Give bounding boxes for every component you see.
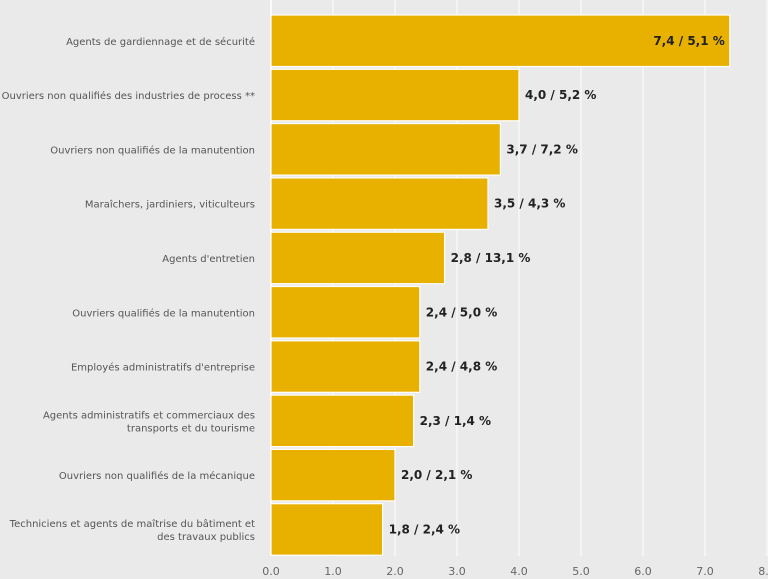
category-label: Ouvriers non qualifiés de la mécanique xyxy=(59,470,255,482)
category-label: Employés administratifs d'entreprise xyxy=(71,362,255,374)
bar xyxy=(270,394,415,448)
x-tick-label: 2.0 xyxy=(386,565,404,578)
bar xyxy=(270,503,384,556)
bar xyxy=(270,448,396,502)
data-label: 2,4 / 4,8 % xyxy=(426,360,497,374)
data-label: 2,4 / 5,0 % xyxy=(426,305,497,319)
bar xyxy=(270,122,501,176)
x-tick-label: 7.0 xyxy=(696,565,714,578)
category-label: Agents de gardiennage et de sécurité xyxy=(66,36,255,48)
x-tick-label: 0.0 xyxy=(262,565,280,578)
category-label: des travaux publics xyxy=(157,532,255,543)
data-label: 2,8 / 13,1 % xyxy=(451,251,531,265)
category-label: Agents d'entretien xyxy=(162,254,255,265)
x-tick-label: 5.0 xyxy=(572,565,590,578)
category-label: Maraîchers, jardiniers, viticulteurs xyxy=(85,199,255,211)
bar xyxy=(270,231,446,285)
bar xyxy=(270,177,489,230)
category-label: Ouvriers non qualifiés de la manutention xyxy=(50,144,255,156)
x-tick-label: 3.0 xyxy=(448,565,466,578)
x-tick-label: 4.0 xyxy=(510,565,528,578)
data-label: 1,8 / 2,4 % xyxy=(389,522,460,536)
data-label: 2,0 / 2,1 % xyxy=(401,468,472,482)
bars xyxy=(270,14,731,556)
bar xyxy=(270,68,520,122)
data-label: 4,0 / 5,2 % xyxy=(525,88,596,102)
category-label: transports et du tourisme xyxy=(127,423,255,434)
data-label: 3,7 / 7,2 % xyxy=(506,142,577,156)
bar xyxy=(270,340,421,393)
bar xyxy=(270,285,421,339)
data-label: 7,4 / 5,1 % xyxy=(653,34,724,48)
data-label: 2,3 / 1,4 % xyxy=(420,414,491,428)
bar xyxy=(270,14,731,68)
x-tick-label: 1.0 xyxy=(324,565,342,578)
category-label: Agents administratifs et commerciaux des xyxy=(43,410,255,421)
category-labels: Agents de gardiennage et de sécurité Ouvr… xyxy=(2,36,255,543)
category-label: Ouvriers non qualifiés des industries de… xyxy=(2,90,255,102)
x-axis-ticks: 0.0 1.0 2.0 3.0 4.0 5.0 6.0 7.0 8.0 xyxy=(262,565,768,578)
category-label: Ouvriers qualifiés de la manutention xyxy=(72,307,255,319)
x-tick-label: 8.0 xyxy=(758,565,768,578)
data-label: 3,5 / 4,3 % xyxy=(494,197,565,211)
data-labels: 7,4 / 5,1 % 4,0 / 5,2 % 3,7 / 7,2 % 3,5 / 4… xyxy=(389,34,725,537)
category-label: Techniciens et agents de maîtrise du bât… xyxy=(9,518,255,530)
x-tick-label: 6.0 xyxy=(634,565,652,578)
